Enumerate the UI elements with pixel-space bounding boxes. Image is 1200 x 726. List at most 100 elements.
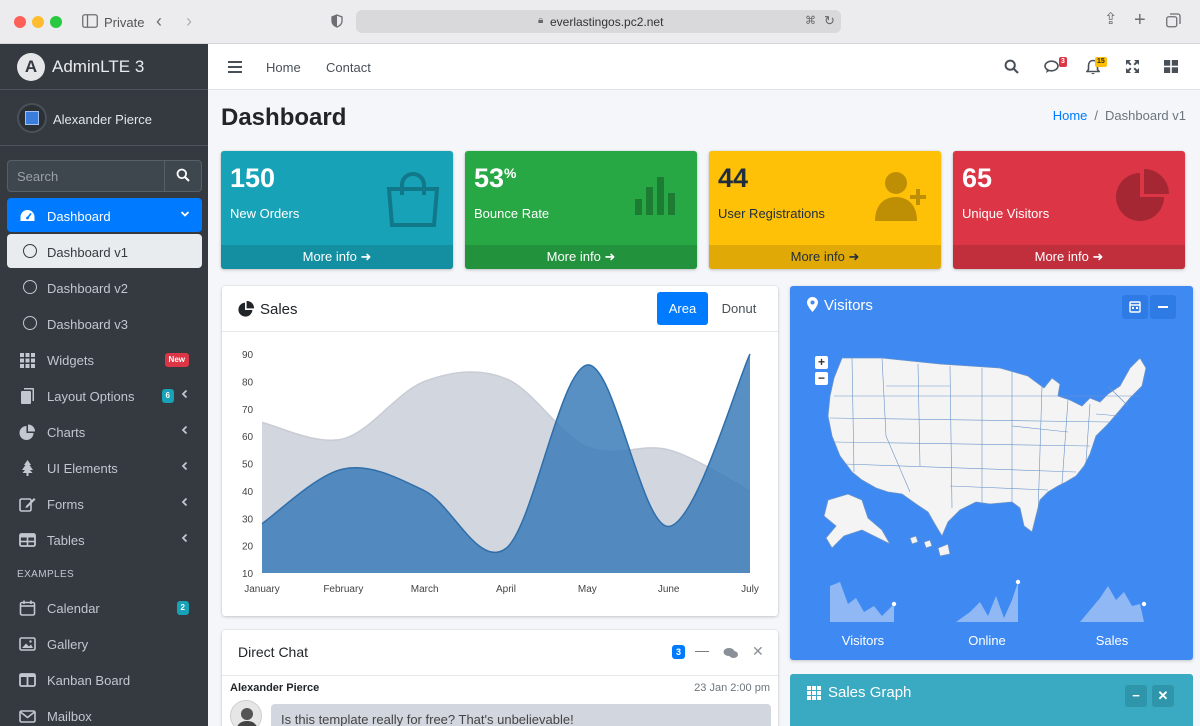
map-zoom-in-button[interactable]: + bbox=[815, 356, 828, 369]
arrow-circle-right-icon: ➜ bbox=[604, 249, 616, 264]
sidebar-item-label: Forms bbox=[47, 497, 84, 512]
notifications-badge: 15 bbox=[1095, 57, 1107, 67]
sidebar-item-calendar[interactable]: Calendar 2 bbox=[7, 590, 202, 626]
sidebar-item-dashboard-v1[interactable]: Dashboard v1 bbox=[7, 234, 202, 268]
more-info-link[interactable]: More info ➜ bbox=[953, 245, 1185, 269]
sparkline-sales bbox=[1080, 586, 1147, 622]
main-sidebar: A AdminLTE 3 Alexander Pierce Dashboard … bbox=[0, 44, 208, 726]
content-wrapper: Dashboard Home / Dashboard v1 150 New Orde… bbox=[208, 90, 1200, 726]
navbar-search-icon[interactable] bbox=[1004, 59, 1019, 79]
sidebar-item-dashboard-v2[interactable]: Dashboard v2 bbox=[7, 270, 202, 306]
sidebar-search-button[interactable] bbox=[164, 160, 202, 192]
sidebar-item-kanban-board[interactable]: Kanban Board bbox=[7, 662, 202, 698]
close-button[interactable]: ✕ bbox=[1152, 685, 1174, 707]
fullscreen-icon[interactable] bbox=[1126, 60, 1139, 78]
translate-icon[interactable]: ⌘ bbox=[805, 15, 816, 27]
sparkline-label-sales: Sales bbox=[1095, 633, 1129, 648]
brand-text: AdminLTE 3 bbox=[52, 57, 145, 76]
sidebar-item-widgets[interactable]: Widgets New bbox=[7, 342, 202, 378]
sidebar-item-label: Widgets bbox=[47, 353, 94, 368]
tab-donut[interactable]: Donut bbox=[721, 301, 757, 316]
tab-overview-icon[interactable] bbox=[1166, 13, 1181, 31]
close-icon[interactable]: ✕ bbox=[752, 643, 764, 659]
collapse-button[interactable] bbox=[1150, 295, 1176, 319]
control-sidebar-icon[interactable] bbox=[1164, 60, 1178, 78]
alaska-shape bbox=[823, 493, 892, 549]
search-icon bbox=[176, 168, 190, 182]
sidebar-search-input[interactable] bbox=[7, 160, 164, 192]
usa-map bbox=[823, 357, 1147, 622]
sparkline-label-visitors: Visitors bbox=[841, 633, 885, 648]
image-icon bbox=[19, 636, 36, 652]
series-line-2 bbox=[261, 353, 751, 554]
close-window-button[interactable] bbox=[14, 16, 26, 28]
stat-label: Bounce Rate bbox=[474, 206, 550, 221]
collapse-button[interactable]: − bbox=[1125, 685, 1147, 707]
chart-pie-icon bbox=[238, 300, 255, 322]
stat-label: User Registrations bbox=[718, 206, 825, 221]
map-marker-icon bbox=[807, 297, 818, 317]
minimize-window-button[interactable] bbox=[32, 16, 44, 28]
person-add-icon bbox=[875, 171, 929, 226]
th-grid-icon bbox=[807, 686, 821, 705]
stat-label: Unique Visitors bbox=[962, 206, 1050, 221]
nav-link-home[interactable]: Home bbox=[266, 60, 301, 75]
sidebar-item-tables[interactable]: Tables bbox=[7, 522, 202, 558]
top-navbar: Home Contact 3 15 bbox=[208, 44, 1200, 90]
tachometer-icon bbox=[19, 208, 36, 224]
share-icon[interactable]: ⇪ bbox=[1104, 11, 1118, 28]
shopping-bag-icon bbox=[385, 169, 441, 232]
chat-count-badge[interactable]: 3 bbox=[672, 645, 686, 659]
stat-value: 44 bbox=[718, 163, 749, 193]
sidebar-item-layout-options[interactable]: Layout Options 6 bbox=[7, 378, 202, 414]
breadcrumb-home-link[interactable]: Home bbox=[1052, 108, 1088, 123]
back-icon[interactable]: ‹ bbox=[156, 11, 162, 31]
sidebar-item-ui-elements[interactable]: UI Elements bbox=[7, 450, 202, 486]
tab-area[interactable]: Area bbox=[657, 292, 708, 325]
zoom-window-button[interactable] bbox=[50, 16, 62, 28]
sidebar-item-gallery[interactable]: Gallery bbox=[7, 626, 202, 662]
sidebar-item-forms[interactable]: Forms bbox=[7, 486, 202, 522]
sidebar-item-label: Dashboard v2 bbox=[47, 281, 128, 296]
comments-icon[interactable] bbox=[723, 646, 738, 664]
comments-icon[interactable] bbox=[1044, 60, 1061, 79]
breadcrumb-current: Dashboard v1 bbox=[1105, 108, 1186, 123]
sidebar-item-dashboard-v3[interactable]: Dashboard v3 bbox=[7, 306, 202, 342]
calendar-icon bbox=[19, 600, 36, 616]
sidebar-search bbox=[7, 160, 202, 192]
lock-icon: 🔒︎ bbox=[538, 15, 544, 26]
x-tick-label: February bbox=[323, 584, 363, 595]
new-tab-icon[interactable]: + bbox=[1134, 9, 1146, 31]
sidebar-item-mailbox[interactable]: Mailbox bbox=[7, 698, 202, 726]
private-browsing-label: Private bbox=[104, 15, 145, 30]
user-panel[interactable]: Alexander Pierce bbox=[0, 90, 208, 146]
sidebar-item-charts[interactable]: Charts bbox=[7, 414, 202, 450]
x-tick-label: April bbox=[496, 584, 516, 595]
sidebar-item-dashboard[interactable]: Dashboard bbox=[7, 198, 202, 232]
sidebar-nav: Dashboard Dashboard v1 Dashboard v2 Dash… bbox=[0, 198, 208, 726]
address-bar[interactable]: 🔒︎ everlastingos.pc2.net ⌘ ↻ bbox=[356, 10, 841, 33]
hamburger-menu-icon[interactable] bbox=[228, 60, 242, 78]
more-info-link[interactable]: More info ➜ bbox=[709, 245, 941, 269]
reload-icon[interactable]: ↻ bbox=[824, 13, 835, 28]
minus-icon[interactable]: — bbox=[695, 642, 709, 658]
privacy-shield-icon[interactable] bbox=[331, 14, 343, 31]
y-tick-label: 50 bbox=[242, 460, 254, 471]
forward-icon[interactable]: › bbox=[186, 11, 192, 31]
nav-link-contact[interactable]: Contact bbox=[326, 60, 371, 75]
pie-graph-icon bbox=[1115, 169, 1169, 228]
sidebar-item-label: Dashboard v1 bbox=[47, 245, 128, 260]
brand-link[interactable]: A AdminLTE 3 bbox=[0, 44, 208, 90]
date-range-button[interactable] bbox=[1122, 295, 1148, 319]
tree-icon bbox=[19, 460, 36, 476]
map-zoom-out-button[interactable]: − bbox=[815, 372, 828, 385]
chart-pie-icon bbox=[19, 424, 36, 440]
sidebar-toggle-icon[interactable] bbox=[82, 14, 98, 31]
more-info-link[interactable]: More info ➜ bbox=[465, 245, 697, 269]
count-badge: 6 bbox=[161, 389, 174, 403]
user-name[interactable]: Alexander Pierce bbox=[53, 112, 152, 127]
stat-box-unique-visitors: 65 Unique Visitors More info ➜ bbox=[953, 151, 1185, 269]
sidebar-item-label: Charts bbox=[47, 425, 86, 440]
circle-icon bbox=[23, 280, 37, 294]
more-info-link[interactable]: More info ➜ bbox=[221, 245, 453, 269]
